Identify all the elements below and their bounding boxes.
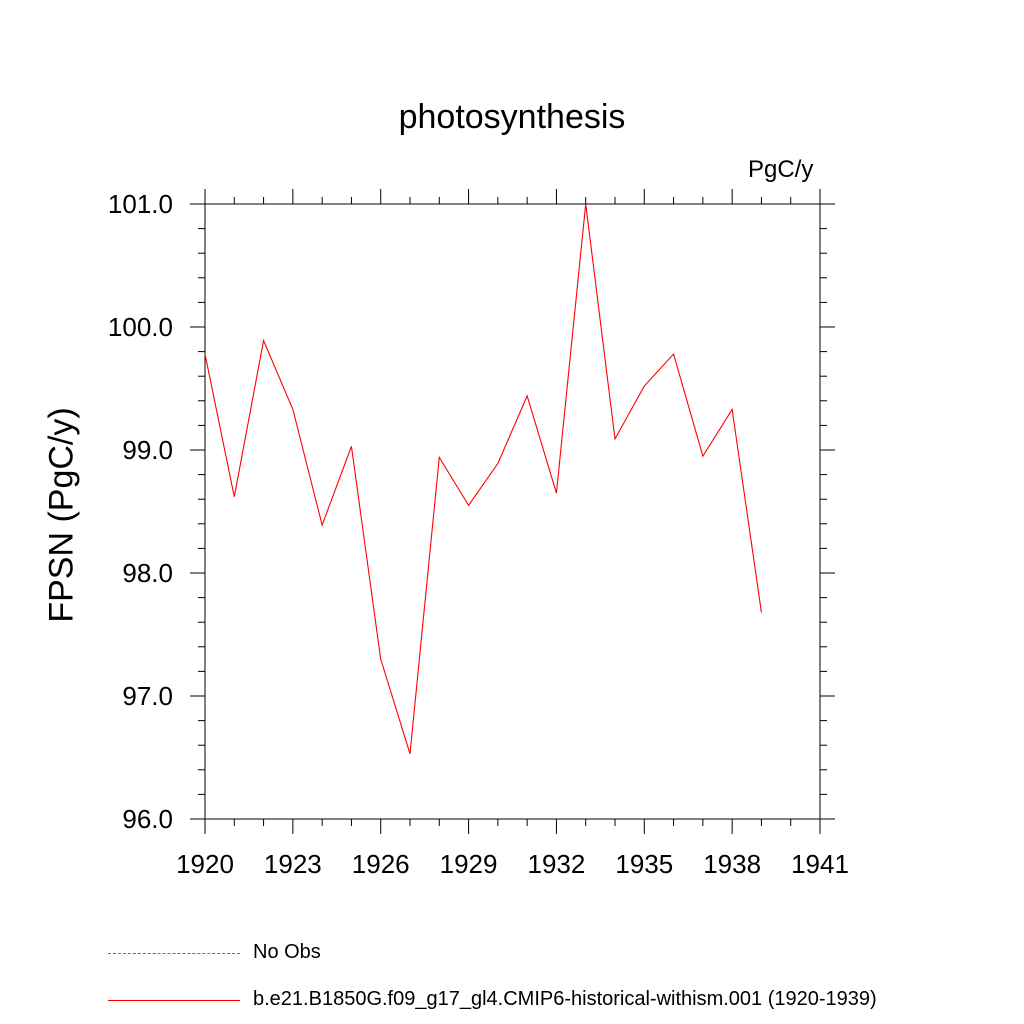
x-tick-label: 1941: [791, 849, 849, 879]
y-tick-label: 99.0: [122, 435, 173, 465]
x-tick-label: 1920: [176, 849, 234, 879]
x-tick-label: 1932: [528, 849, 586, 879]
plot-frame: [204, 203, 821, 820]
x-tick-label: 1926: [352, 849, 410, 879]
y-tick-label: 101.0: [108, 189, 173, 219]
y-tick-label: 98.0: [122, 558, 173, 588]
x-tick-label: 1929: [440, 849, 498, 879]
y-tick-label: 100.0: [108, 312, 173, 342]
legend-label-no-obs: No Obs: [253, 941, 321, 963]
series-line: [204, 203, 762, 754]
x-tick-label: 1938: [703, 849, 761, 879]
units-label: PgC/y: [748, 156, 814, 183]
y-tick-label: 96.0: [122, 804, 173, 834]
x-tick-label: 1923: [264, 849, 322, 879]
x-tick-label: 1935: [615, 849, 673, 879]
legend-label-model: b.e21.B1850G.f09_g17_gl4.CMIP6-historica…: [253, 988, 877, 1010]
chart-title: photosynthesis: [398, 98, 626, 136]
y-tick-label: 97.0: [122, 681, 173, 711]
legend-line-model: [108, 1000, 240, 1001]
legend-line-no-obs: [108, 953, 240, 954]
